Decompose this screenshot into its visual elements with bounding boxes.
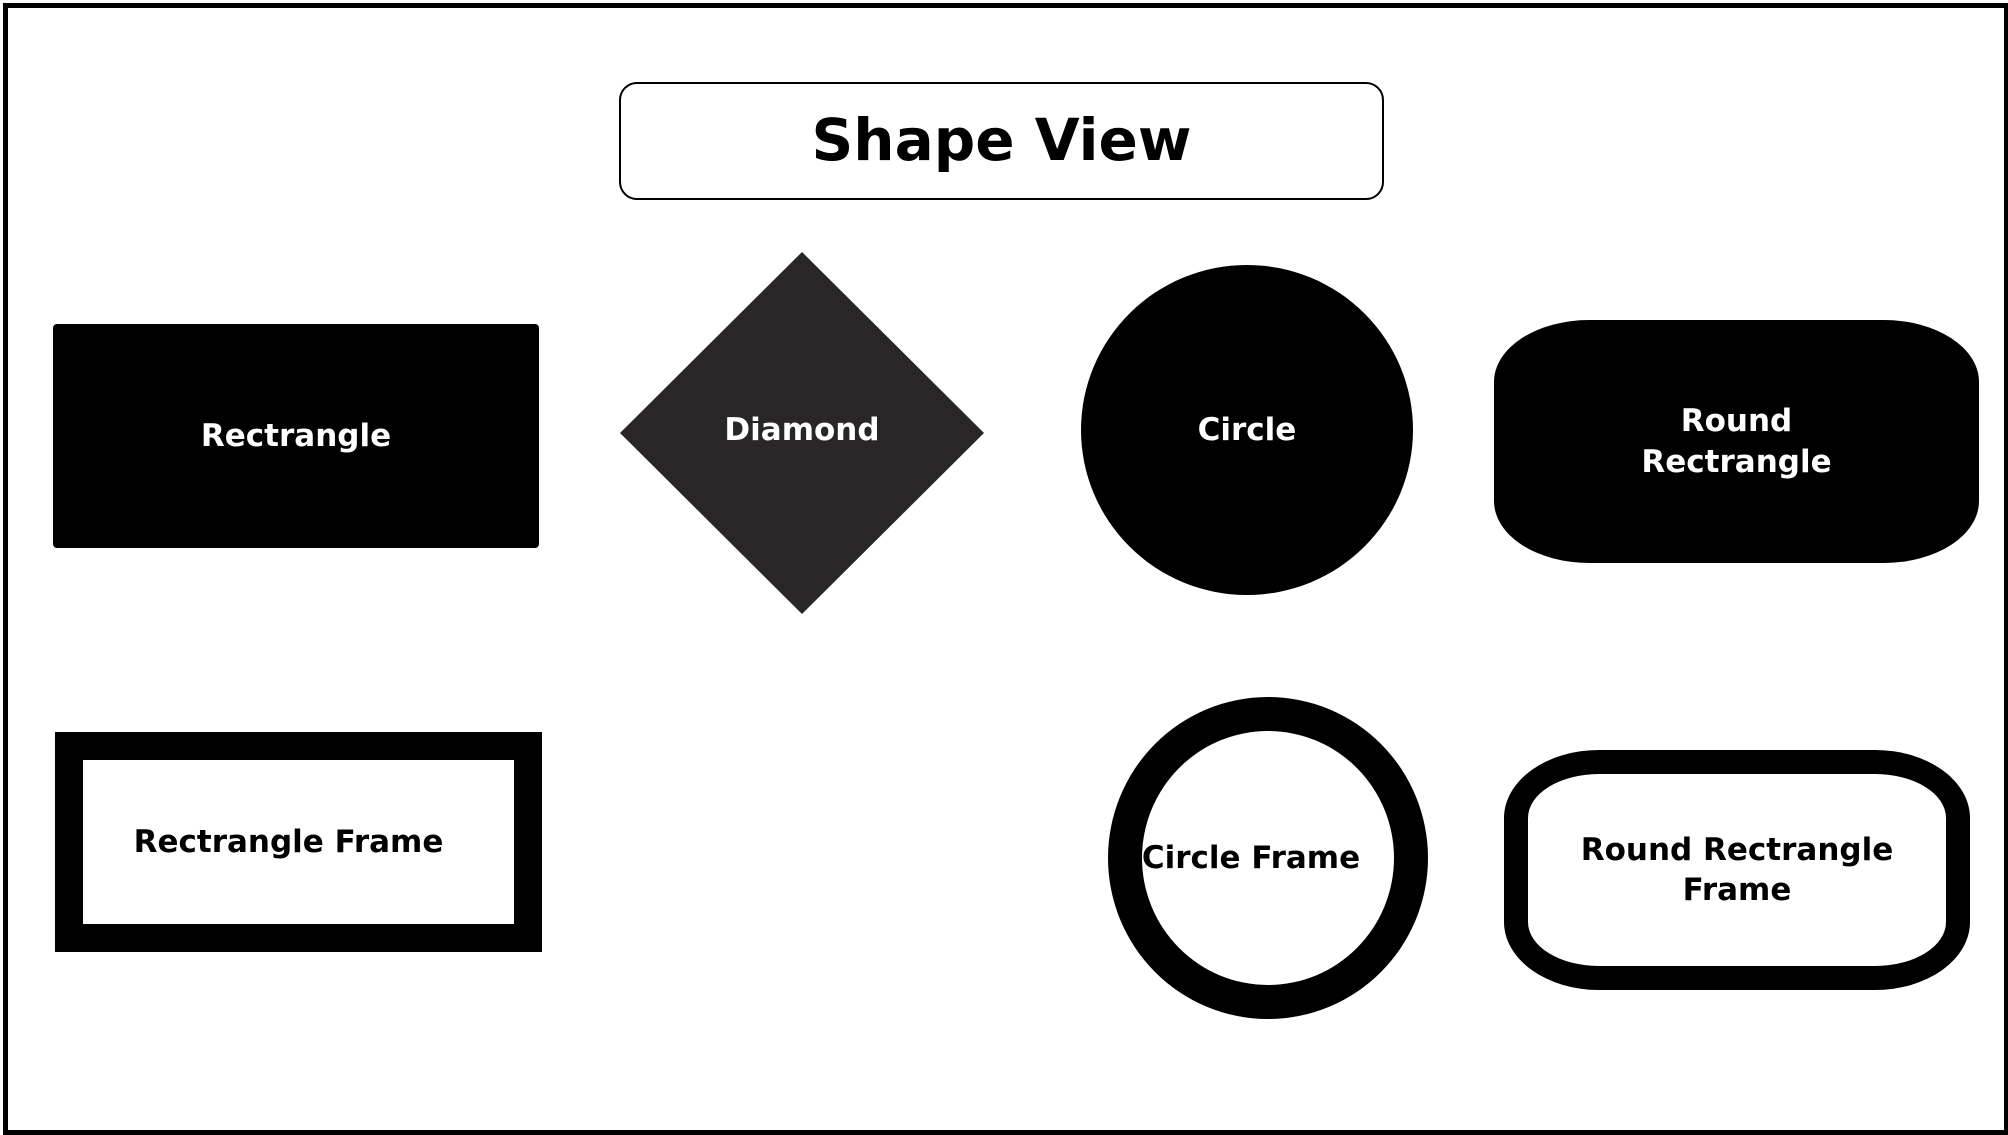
round-rectangle-shape[interactable]: Round Rectrangle xyxy=(1494,320,1979,563)
diamond-shape[interactable]: Diamond xyxy=(620,252,984,614)
rectangle-shape[interactable]: Rectrangle xyxy=(53,324,539,548)
round-rectangle-frame-label: Round Rectrangle Frame xyxy=(1580,831,1894,908)
diamond-label: Diamond xyxy=(724,411,880,448)
diamond-graphic xyxy=(620,252,984,614)
circle-frame-label: Circle Frame xyxy=(1141,839,1361,876)
rectangle-frame-label: Rectrangle Frame xyxy=(133,823,444,860)
rectangle-frame-shape[interactable]: Rectrangle Frame xyxy=(55,732,542,952)
circle-label: Circle xyxy=(1197,411,1297,448)
page-title: Shape View xyxy=(811,106,1192,175)
circle-shape[interactable]: Circle xyxy=(1081,265,1413,595)
circle-frame-shape[interactable]: Circle Frame xyxy=(1108,697,1428,1019)
title-box: Shape View xyxy=(619,82,1384,200)
rectangle-label: Rectrangle xyxy=(200,417,392,454)
round-rectangle-frame-shape[interactable]: Round Rectrangle Frame xyxy=(1504,750,1970,990)
round-rectangle-label: Round Rectrangle xyxy=(1641,403,1832,480)
